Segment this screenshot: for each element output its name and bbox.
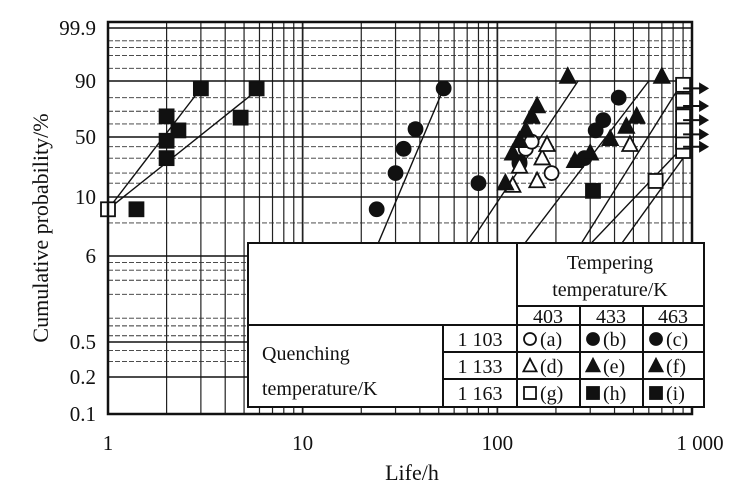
data-point-h [158, 150, 175, 167]
legend-symbol [521, 356, 539, 373]
y-tick-label: 99.9 [59, 16, 96, 40]
y-tick-label: 0.1 [70, 402, 96, 426]
data-point-b [387, 165, 404, 181]
data-point-c [610, 89, 627, 106]
y-tick-label: 0.5 [70, 330, 96, 354]
legend-cell-label: (h) [603, 383, 626, 405]
data-point-i [585, 182, 601, 199]
data-point-i [232, 109, 249, 126]
data-point-f [601, 128, 620, 147]
data-point-g [675, 92, 691, 109]
legend-quenching-title-1: Quenching [262, 343, 350, 365]
y-tick-label: 50 [75, 125, 96, 149]
legend-symbol [586, 386, 600, 400]
legend-symbol [586, 332, 600, 346]
data-point-d [620, 134, 640, 152]
data-point-b [368, 201, 385, 218]
legend-symbol [649, 332, 663, 346]
legend-cell-label: (g) [540, 383, 563, 405]
data-point-e [496, 172, 515, 191]
runout-arrowhead [699, 82, 710, 95]
legend-quenching-title-2: temperature/K [262, 378, 378, 400]
data-point-e [503, 142, 522, 161]
runout-arrowhead [699, 100, 710, 113]
x-axis-title: Life/h [385, 460, 439, 485]
data-point-e [516, 120, 535, 138]
data-point-e [527, 95, 547, 114]
x-tick-labels: 1 10 100 1 000 [103, 431, 724, 455]
legend-symbol [523, 332, 537, 346]
runout-arrowhead [699, 140, 710, 153]
data-point-d [527, 170, 547, 189]
data-point-g [675, 76, 691, 93]
legend-quenching-1133: 1 133 [458, 356, 503, 378]
data-point-h [158, 132, 175, 149]
legend-symbol [647, 356, 665, 373]
data-point-c [470, 175, 487, 192]
legend-cell-label: (e) [603, 356, 625, 378]
data-point-g [647, 173, 664, 189]
data-point-f [627, 106, 646, 124]
data-point-i [128, 201, 145, 218]
data-point-f [652, 66, 672, 84]
x-tick-label: 10 [292, 431, 313, 455]
legend-cell-label: (a) [540, 329, 562, 351]
data-point-c [595, 112, 612, 129]
legend-cell-label: (b) [603, 329, 626, 351]
y-tick-label: 90 [75, 69, 96, 93]
legend-symbol [649, 386, 663, 400]
legend-symbol [584, 356, 602, 373]
data-point-b [407, 121, 424, 138]
data-point-b [435, 80, 452, 97]
y-tick-labels: 99.9 90 50 10 6 0.5 0.2 0.1 [59, 16, 96, 426]
legend-quenching-1163: 1 163 [458, 383, 503, 405]
data-point-e [510, 130, 529, 148]
data-point-e [522, 106, 541, 124]
x-tick-label: 1 [103, 431, 114, 455]
data-point-h [192, 80, 209, 97]
runout-arrowhead [699, 128, 710, 141]
legend-symbol [523, 386, 537, 400]
y-axis-title: Cumulative probability/% [28, 113, 53, 342]
legend-cell-label: (i) [666, 383, 685, 405]
data-point-f [565, 150, 584, 168]
data-point-d [537, 134, 557, 152]
data-point-b [395, 140, 412, 157]
legend-cell-label: (f) [666, 356, 686, 378]
y-tick-label: 10 [75, 185, 96, 209]
data-point-d [533, 147, 552, 166]
x-tick-label: 1 000 [676, 431, 723, 455]
legend-tempering-403: 403 [533, 306, 563, 328]
legend-tempering-433: 433 [596, 306, 626, 328]
data-points [100, 66, 691, 218]
fit-line [107, 87, 260, 210]
data-point-f [617, 116, 636, 134]
data-point-a [543, 165, 560, 181]
legend-cell-label: (d) [540, 356, 563, 378]
runout-arrowhead [699, 114, 710, 127]
data-point-g [675, 108, 691, 125]
legend-tempering-title-1: Tempering [567, 252, 653, 274]
legend-tempering-title-2: temperature/K [552, 279, 668, 301]
data-point-i [248, 80, 265, 97]
data-point-e [558, 66, 577, 84]
legend: Tempering temperature/K Quenching temper… [247, 242, 705, 408]
data-point-f [581, 142, 600, 161]
fit-line [107, 87, 202, 210]
legend-cell-label: (c) [666, 329, 688, 351]
legend-cells: (a) (b) (c) (d) (e) (f) (g) (h) (i) [521, 329, 688, 405]
y-tick-label: 6 [86, 244, 97, 268]
legend-tempering-463: 463 [658, 306, 688, 328]
plot-frame [106, 20, 694, 416]
data-point-h [158, 108, 175, 125]
legend-quenching-1103: 1 103 [458, 329, 503, 351]
x-tick-label: 100 [482, 431, 514, 455]
data-point-h [170, 122, 187, 139]
y-tick-label: 0.2 [70, 365, 96, 389]
data-point-d [510, 156, 529, 174]
